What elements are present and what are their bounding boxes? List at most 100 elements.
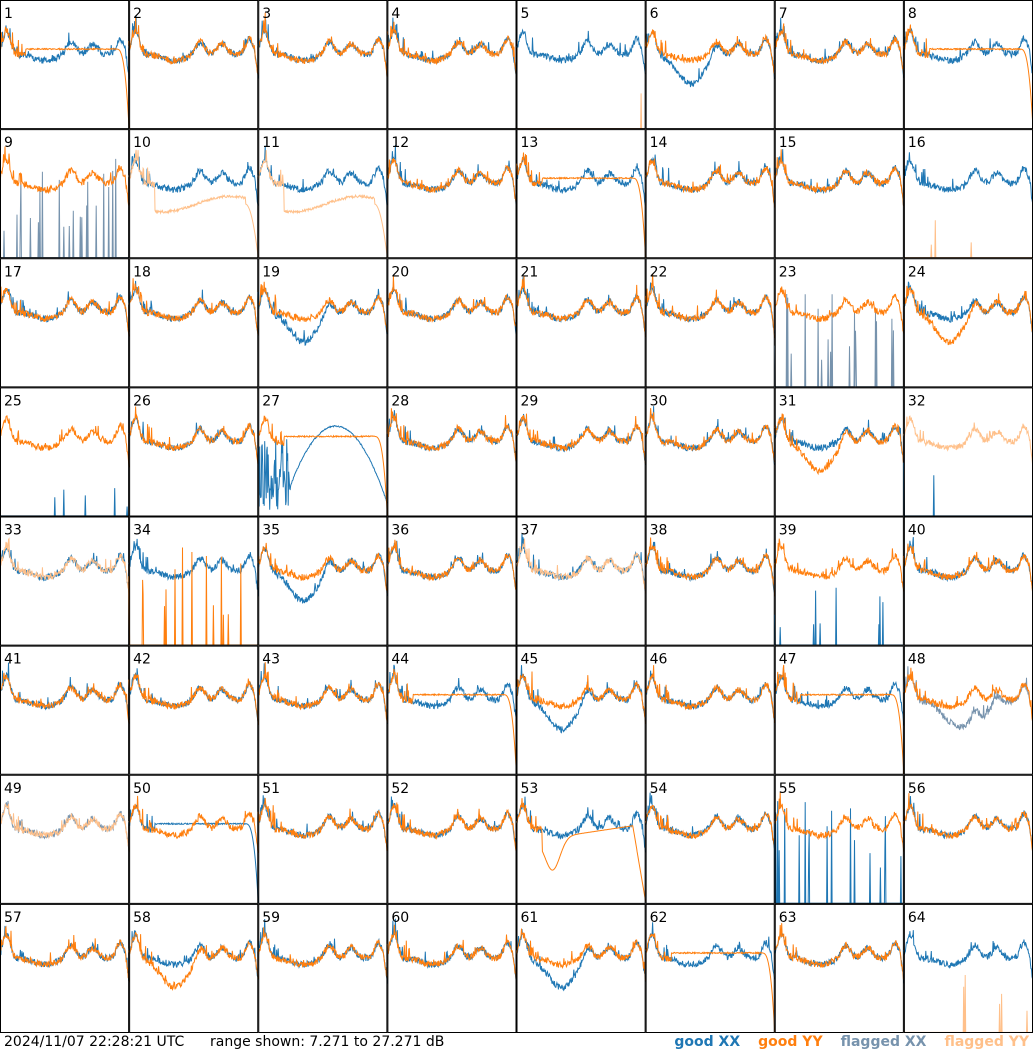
panel-20: 20 xyxy=(386,258,517,388)
panel-31-frame xyxy=(774,387,904,517)
panel-35-label: 35 xyxy=(262,523,280,539)
panel-23-frame xyxy=(774,258,904,388)
panel-1: 1 xyxy=(0,0,130,130)
panel-46-label: 46 xyxy=(650,652,668,668)
panel-6-label: 6 xyxy=(650,6,659,22)
panel-29: 29 xyxy=(516,387,647,517)
legend-flagged-yy: flagged YY xyxy=(944,1034,1029,1050)
panel-24-label: 24 xyxy=(908,264,926,280)
panel-27-xx xyxy=(257,424,388,510)
panel-10-label: 10 xyxy=(133,135,151,151)
panel-55-label: 55 xyxy=(779,781,797,797)
panel-28-yy xyxy=(386,408,517,463)
panel-39-label: 39 xyxy=(779,523,797,539)
panel-6-frame xyxy=(645,0,775,130)
panel-36-yy xyxy=(386,539,517,597)
panel-7-yy xyxy=(774,23,905,74)
panel-7-frame xyxy=(774,0,904,130)
panel-50: 50 xyxy=(128,774,259,904)
panel-2-label: 2 xyxy=(133,6,142,22)
panel-6-xx xyxy=(645,30,776,88)
panel-54-frame xyxy=(645,774,775,904)
panel-34: 34 xyxy=(128,516,259,646)
panel-59-xx xyxy=(257,918,388,984)
panel-33-frame xyxy=(0,516,130,646)
panel-3-label: 3 xyxy=(262,6,271,22)
panel-31-yy xyxy=(774,413,905,476)
panel-32-xx xyxy=(903,462,1033,517)
panel-43: 43 xyxy=(257,645,388,775)
panel-7-label: 7 xyxy=(779,6,788,22)
panel-41-label: 41 xyxy=(4,652,22,668)
panel-59-yy xyxy=(257,927,388,979)
panel-44: 44 xyxy=(387,645,517,775)
panel-40: 40 xyxy=(903,516,1033,646)
panel-36-frame xyxy=(387,516,517,646)
panel-43-label: 43 xyxy=(262,652,280,668)
panel-55-frame xyxy=(774,774,904,904)
panel-24: 24 xyxy=(903,258,1033,388)
panel-51-label: 51 xyxy=(262,781,280,797)
panel-22: 22 xyxy=(645,258,776,388)
panel-25: 25 xyxy=(0,387,130,517)
panel-62-xx xyxy=(645,922,776,980)
panel-41-xx xyxy=(0,662,130,721)
panel-58-label: 58 xyxy=(133,910,151,926)
panel-45-frame xyxy=(516,645,646,775)
panel-13-xx xyxy=(516,156,647,206)
panel-23-yy xyxy=(774,286,905,334)
panel-1-yy xyxy=(0,26,130,129)
panel-56: 56 xyxy=(903,774,1033,904)
panel-32-label: 32 xyxy=(908,393,926,409)
panel-51-yy xyxy=(257,798,388,851)
panel-37-frame xyxy=(516,516,646,646)
panel-16-yy xyxy=(903,220,1033,259)
panel-34-frame xyxy=(129,516,259,646)
legend: good XX good YY flagged XX flagged YY xyxy=(674,1034,1029,1050)
panel-41-frame xyxy=(0,645,130,775)
panel-46-frame xyxy=(645,645,775,775)
panel-24-xx xyxy=(903,281,1033,338)
panel-62-frame xyxy=(645,903,775,1033)
panel-30-label: 30 xyxy=(650,393,668,409)
panel-28-label: 28 xyxy=(391,393,409,409)
panel-42-yy xyxy=(128,672,259,725)
panel-4-frame xyxy=(387,0,517,130)
panel-47-label: 47 xyxy=(779,652,797,668)
panel-55: 55 xyxy=(774,774,905,904)
panel-43-yy xyxy=(257,662,388,723)
panel-20-yy xyxy=(386,275,517,335)
panel-44-frame xyxy=(387,645,517,775)
panel-11-frame xyxy=(258,129,388,259)
panel-38: 38 xyxy=(645,516,776,646)
panel-39-frame xyxy=(774,516,904,646)
panel-59-label: 59 xyxy=(262,910,280,926)
panel-10-frame xyxy=(129,129,259,259)
panel-6: 6 xyxy=(645,0,776,130)
panel-13: 13 xyxy=(516,129,647,259)
panel-58-yy xyxy=(128,931,259,992)
panel-17-frame xyxy=(0,258,130,388)
panel-27-label: 27 xyxy=(262,393,280,409)
panel-1-label: 1 xyxy=(4,6,13,22)
panel-54: 54 xyxy=(645,774,776,904)
panel-12-label: 12 xyxy=(391,135,409,151)
panel-56-label: 56 xyxy=(908,781,926,797)
panel-60-frame xyxy=(387,903,517,1033)
panel-26-label: 26 xyxy=(133,393,151,409)
panel-5-frame xyxy=(516,0,646,130)
panel-55-yy xyxy=(774,792,905,852)
panel-61-frame xyxy=(516,903,646,1033)
panel-50-xx xyxy=(128,804,259,904)
panel-48-yy xyxy=(903,667,1033,723)
panel-7: 7 xyxy=(774,0,905,130)
panel-8-label: 8 xyxy=(908,6,917,22)
panel-36-label: 36 xyxy=(391,523,409,539)
panel-22-label: 22 xyxy=(650,264,668,280)
panel-30-yy xyxy=(645,408,776,463)
panel-32: 32 xyxy=(903,387,1033,517)
panel-60-yy xyxy=(386,924,517,981)
panel-13-yy xyxy=(516,152,647,258)
panel-17: 17 xyxy=(0,258,130,388)
panel-50-label: 50 xyxy=(133,781,151,797)
